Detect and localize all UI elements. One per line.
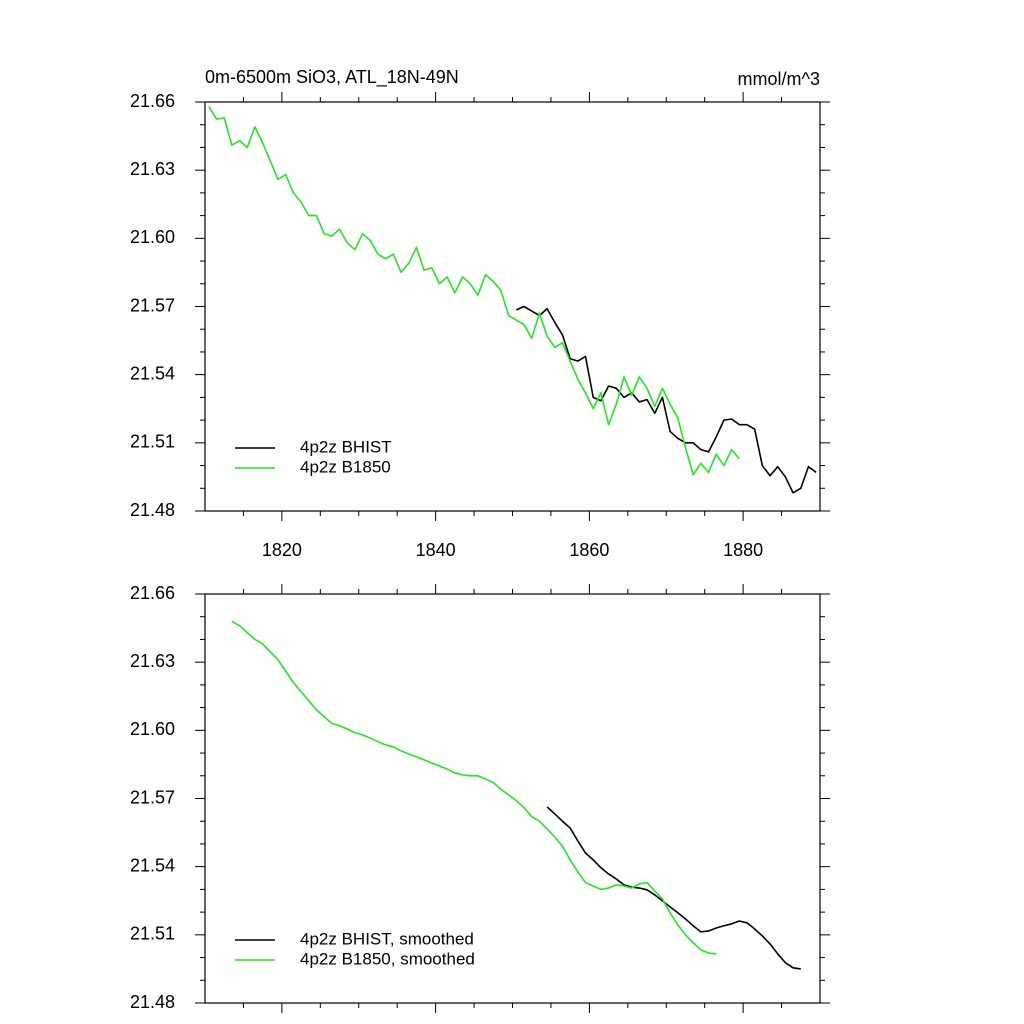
y-tick-label: 21.48 [130,500,175,520]
y-tick-label: 21.63 [130,651,175,671]
x-tick-label: 1860 [569,540,609,560]
y-tick-label: 21.51 [130,924,175,944]
y-tick-label: 21.66 [130,583,175,603]
legend-label: 4p2z B1850 [300,457,391,476]
y-tick-label: 21.63 [130,159,175,179]
y-tick-label: 21.60 [130,227,175,247]
y-tick-label: 21.57 [130,295,175,315]
y-tick-label: 21.54 [130,855,175,875]
data-line [231,620,717,955]
legend-label: 4p2z BHIST, smoothed [300,929,474,948]
chart-units: mmol/m^3 [738,69,820,89]
chart-title: 0m-6500m SiO3, ATL_18N-49N [205,67,459,88]
legend-label: 4p2z BHIST [300,437,392,456]
x-tick-label: 1880 [723,540,763,560]
data-line [208,106,740,476]
y-tick-label: 21.54 [130,363,175,383]
y-tick-label: 21.57 [130,787,175,807]
y-tick-label: 21.51 [130,432,175,452]
legend-label: 4p2z B1850, smoothed [300,949,475,968]
plot-frame [204,101,821,512]
x-tick-label: 1820 [262,540,302,560]
data-line [546,806,801,970]
data-line [516,305,817,494]
y-tick-label: 21.60 [130,719,175,739]
y-tick-label: 21.48 [130,992,175,1012]
y-tick-label: 21.66 [130,91,175,111]
x-tick-label: 1840 [416,540,456,560]
